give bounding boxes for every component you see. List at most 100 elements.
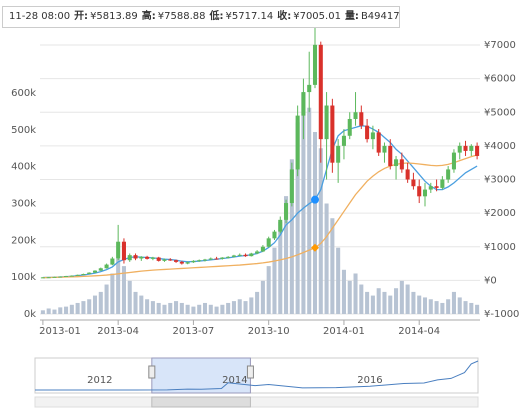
volume-bar (243, 301, 248, 314)
candle-body (295, 115, 300, 170)
volume-bar (463, 301, 468, 314)
candle-body (284, 203, 289, 220)
y-tick-label: 200k (11, 235, 36, 246)
tooltip-label: 开: (74, 11, 89, 22)
volume-bar (347, 280, 352, 314)
candle-body (272, 231, 277, 239)
candle-body (260, 246, 265, 252)
candle-body (266, 238, 271, 247)
volume-bar (202, 302, 208, 314)
candle-body (255, 251, 260, 254)
candle-body (312, 44, 318, 85)
candle-body (376, 132, 381, 153)
candle-body (87, 272, 92, 274)
volume-bar (475, 304, 480, 314)
navigator-tick-label: 2014 (222, 375, 247, 386)
volume-bar (272, 247, 277, 314)
candle-body (92, 270, 98, 273)
volume-bar (446, 299, 451, 314)
volume-bar (197, 304, 202, 314)
volume-bar (237, 299, 242, 314)
volume-bar (156, 302, 161, 314)
volume-bar (295, 122, 300, 314)
volume-bar (411, 291, 416, 314)
volume-bar (278, 221, 283, 314)
candle-body (145, 256, 150, 259)
volume-bar (255, 291, 260, 314)
navigator-handle[interactable] (148, 365, 156, 379)
volume-bar (214, 306, 219, 314)
y2-tick-label: ¥1000 (484, 242, 516, 253)
volume-bar (191, 306, 196, 314)
candle-body (168, 259, 173, 261)
volume-bar (226, 302, 231, 314)
navigator-tick-label: 2016 (357, 375, 382, 386)
candle-body (150, 257, 155, 259)
navigator-tick-label: 2012 (87, 375, 112, 386)
tooltip: 11-28 08:00 开: ¥5813.89 高: ¥7588.88 低: ¥5717.1… (2, 6, 400, 28)
candle-body (451, 152, 456, 170)
volume-bar (260, 280, 265, 314)
volume-bar (116, 258, 121, 314)
volume-bar (440, 302, 445, 314)
candle-body (336, 145, 341, 163)
volume-bar (330, 218, 335, 314)
volume-bar (312, 131, 318, 314)
volume-bar (365, 291, 370, 314)
scrollbar-thumb[interactable] (151, 396, 251, 408)
candle-body (463, 145, 468, 151)
volume-bar (451, 291, 456, 314)
tooltip-value: ¥5717.14 (225, 11, 274, 22)
y2-tick-label: ¥-1000 (484, 309, 519, 320)
navigator-handle[interactable] (246, 365, 254, 379)
candle-body (382, 145, 387, 153)
candle-body (226, 256, 231, 258)
volume-bar (208, 304, 213, 314)
volume-bar (145, 299, 150, 314)
volume-bar (127, 280, 132, 314)
candle-body (475, 145, 480, 156)
volume-bar (231, 301, 236, 314)
candle-body (365, 125, 370, 140)
x-tick-label: 2013-01 (39, 326, 81, 337)
volume-bar (110, 273, 115, 314)
y-tick-label: 500k (11, 125, 36, 136)
volume-bar (87, 299, 92, 314)
volume-bar (40, 310, 45, 314)
tooltip-label: 高: (141, 11, 156, 22)
tooltip-label: 低: (209, 11, 224, 22)
y2-tick-label: ¥0 (484, 275, 497, 286)
candle-body (434, 186, 439, 188)
volume-bar (324, 203, 329, 314)
volume-bar (336, 247, 341, 314)
tooltip-value: ¥7005.01 (293, 11, 341, 22)
volume-bar (428, 299, 433, 314)
volume-bar (64, 306, 69, 314)
volume-bar (133, 291, 138, 314)
moving-average-line (42, 154, 478, 279)
y2-tick-label: ¥7000 (484, 40, 516, 51)
candle-body (116, 241, 121, 259)
y2-tick-label: ¥6000 (484, 74, 516, 85)
x-tick-label: 2013-10 (248, 326, 290, 337)
candle-body (411, 179, 416, 187)
candle-body (394, 159, 399, 167)
tooltip-time: 11-28 08:00 (9, 11, 71, 22)
volume-bar (353, 273, 358, 314)
candle-body (179, 261, 184, 264)
x-tick-label: 2014-01 (323, 326, 365, 337)
volume-bar (266, 266, 271, 314)
volume-bar (376, 288, 381, 314)
candle-body (214, 258, 219, 260)
candle-body (341, 135, 346, 146)
candle-body (208, 258, 213, 260)
y2-tick-label: ¥3000 (484, 175, 516, 186)
candle-body (318, 44, 323, 140)
volume-bar (75, 302, 80, 314)
candle-body (64, 276, 69, 278)
candle-body (156, 257, 161, 261)
volume-bar (58, 307, 63, 314)
volume-bar (150, 301, 155, 314)
candle-body (40, 277, 45, 279)
